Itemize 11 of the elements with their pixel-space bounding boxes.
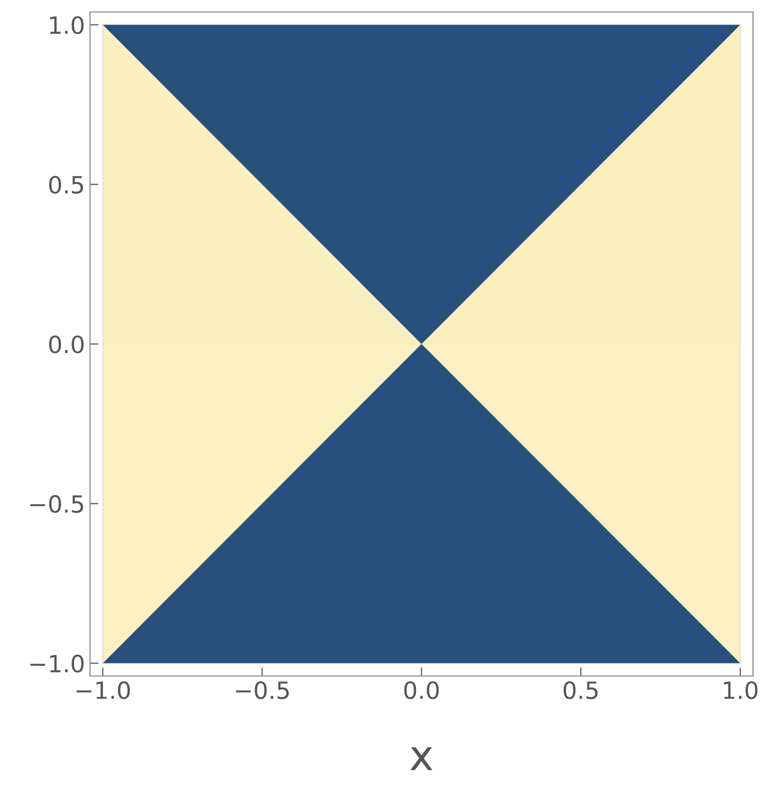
y-tick-label: −0.5 <box>30 495 84 513</box>
x-tick-label: 0.5 <box>564 681 598 700</box>
y-tick-label: 0.0 <box>49 335 84 354</box>
y-tick-label: 0.5 <box>49 176 84 194</box>
x-axis-title: x <box>410 747 432 770</box>
y-tick-label: 1.0 <box>50 16 84 34</box>
x-tick-label: −1.0 <box>76 681 130 700</box>
x-tick-label: −0.5 <box>236 681 289 700</box>
x-tick-label: 1.0 <box>724 681 758 700</box>
x-tick-label: 0.0 <box>404 681 439 700</box>
y-tick-label: −1.0 <box>30 654 84 673</box>
